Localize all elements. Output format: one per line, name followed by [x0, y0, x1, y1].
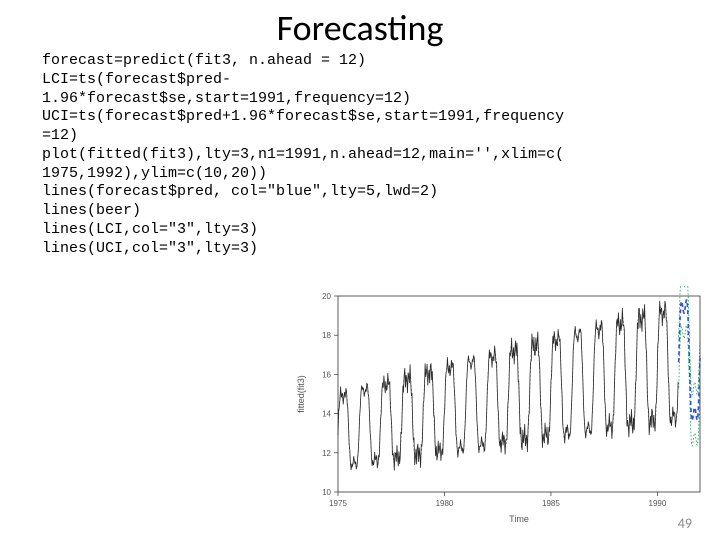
svg-text:1975: 1975 [329, 499, 347, 508]
svg-text:1990: 1990 [649, 499, 667, 508]
svg-text:1980: 1980 [436, 499, 454, 508]
code-block: forecast=predict(fit3, n.ahead = 12) LCI… [0, 52, 720, 258]
forecast-chart: 10 12 14 16 18 20 1975 1980 1985 1990 Time fitted(f… [290, 286, 710, 526]
svg-text:16: 16 [322, 370, 331, 379]
svg-text:12: 12 [322, 449, 331, 458]
svg-text:fitted(fit3): fitted(fit3) [296, 375, 306, 413]
svg-text:14: 14 [322, 410, 331, 419]
svg-text:10: 10 [322, 488, 331, 497]
svg-text:20: 20 [322, 292, 331, 301]
svg-text:Time: Time [509, 514, 529, 524]
page-number: 49 [678, 515, 692, 532]
page-title: Forecasting [0, 6, 720, 50]
svg-text:18: 18 [322, 331, 331, 340]
svg-text:1985: 1985 [542, 499, 560, 508]
